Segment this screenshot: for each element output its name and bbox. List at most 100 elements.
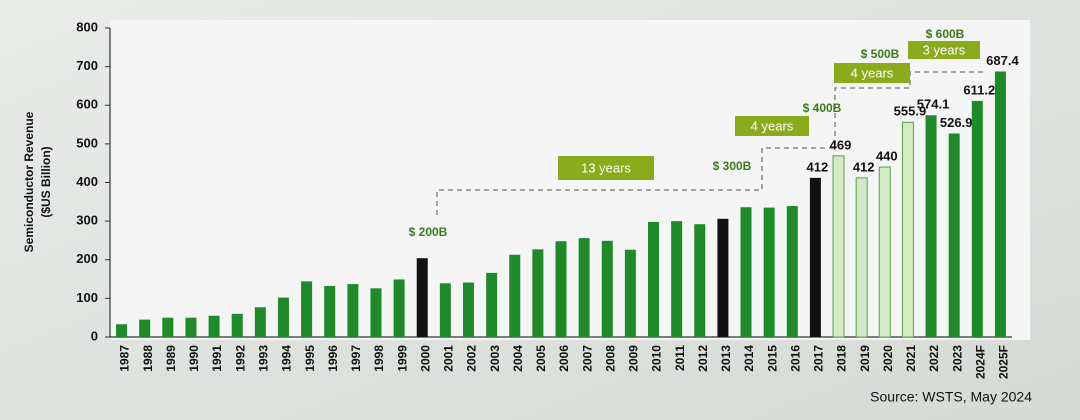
bar	[277, 297, 289, 337]
x-tick-label: 2011	[673, 345, 687, 371]
x-tick-label: 2015	[765, 345, 779, 372]
bar	[162, 317, 174, 337]
value-label: 555.9	[894, 104, 927, 119]
y-tick-label: 400	[76, 174, 98, 189]
x-tick-label: 1995	[303, 345, 317, 372]
y-tick-label: 700	[76, 58, 98, 73]
x-tick-label: 1987	[118, 345, 132, 372]
x-tick-label: 1999	[395, 345, 409, 372]
bar	[763, 207, 775, 337]
y-tick-label: 800	[76, 19, 98, 34]
bar	[301, 281, 313, 337]
x-tick-label: 2016	[788, 345, 802, 372]
bar	[347, 284, 359, 337]
bar	[578, 238, 590, 337]
x-tick-label: 2001	[442, 345, 456, 372]
x-tick-label: 2023	[950, 345, 964, 372]
bar	[116, 324, 128, 337]
bar	[901, 121, 914, 338]
x-tick-label: 1998	[372, 345, 386, 372]
bar	[648, 221, 660, 337]
x-tick-label: 2024F	[973, 345, 987, 379]
x-tick-label: 2003	[488, 345, 502, 372]
span-label: 13 years	[581, 160, 631, 175]
bar	[462, 282, 474, 337]
x-tick-label: 2019	[858, 345, 872, 372]
bar	[832, 155, 845, 338]
x-tick-label: 1990	[187, 345, 201, 372]
bar	[509, 254, 521, 337]
x-tick-label: 2005	[534, 345, 548, 372]
y-axis-subtitle: ($US Billion)	[39, 146, 53, 217]
x-tick-label: 1993	[257, 345, 271, 372]
span-box	[735, 116, 809, 136]
value-label: 440	[876, 148, 898, 163]
bar	[925, 115, 937, 337]
y-tick-label: 500	[76, 135, 98, 150]
bar	[717, 218, 729, 337]
span-label: 4 years	[751, 118, 794, 133]
x-tick-label: 2000	[418, 345, 432, 372]
x-tick-label: 2014	[742, 345, 756, 372]
span-label: 3 years	[923, 42, 966, 57]
x-tick-label: 1997	[349, 345, 363, 372]
bar	[694, 224, 706, 337]
x-tick-label: 2018	[835, 345, 849, 372]
x-tick-label: 2002	[465, 345, 479, 372]
bar	[532, 249, 544, 337]
x-tick-label: 1992	[233, 345, 247, 372]
x-tick-label: 1988	[141, 345, 155, 372]
bar	[948, 133, 960, 337]
x-tick-label: 1989	[164, 345, 178, 372]
x-tick-label: 2004	[511, 345, 525, 372]
bar	[671, 221, 683, 337]
span-box	[908, 41, 980, 59]
milestone-label: $ 600B	[926, 27, 965, 41]
bar	[601, 240, 613, 337]
bar	[555, 241, 567, 337]
milestone-label: $ 200B	[409, 225, 448, 239]
bar	[416, 258, 428, 337]
bar	[324, 286, 336, 337]
x-tick-label: 2017	[812, 345, 826, 372]
bar	[809, 177, 821, 337]
bar	[393, 279, 405, 337]
value-label: 469	[830, 137, 852, 152]
milestone-label: $ 500B	[861, 47, 900, 61]
y-tick-label: 600	[76, 97, 98, 112]
bar	[878, 166, 891, 338]
value-label: 687.4	[986, 53, 1019, 68]
x-tick-label: 2007	[580, 345, 594, 372]
bar	[185, 317, 197, 337]
bar	[971, 100, 983, 337]
milestone-label: $ 300B	[713, 159, 752, 173]
bar	[208, 315, 220, 337]
x-tick-label: 2008	[603, 345, 617, 372]
x-tick-label: 2013	[719, 345, 733, 372]
value-label: 412	[853, 159, 875, 174]
bar	[370, 288, 382, 337]
value-label: 574.1	[917, 97, 950, 112]
x-tick-label: 2010	[650, 345, 664, 372]
x-tick-label: 2025F	[997, 345, 1011, 379]
x-tick-label: 1994	[280, 345, 294, 372]
x-tick-label: 2020	[881, 345, 895, 372]
x-tick-label: 2022	[927, 345, 941, 372]
bar	[486, 272, 498, 337]
bar	[439, 283, 451, 337]
y-tick-label: 300	[76, 213, 98, 228]
bar	[786, 206, 798, 337]
value-label: 526.9	[940, 115, 973, 130]
bar	[139, 319, 151, 337]
y-axis-title: Semiconductor Revenue	[22, 111, 36, 252]
span-box	[558, 156, 654, 180]
bar	[740, 207, 752, 337]
bar	[855, 177, 868, 338]
bar	[624, 249, 636, 337]
span-box	[834, 63, 910, 83]
y-tick-label: 200	[76, 251, 98, 266]
x-tick-label: 1996	[326, 345, 340, 372]
source: Source: WSTS, May 2024	[870, 389, 1032, 405]
value-label: 412	[807, 159, 829, 174]
y-tick-label: 100	[76, 290, 98, 305]
